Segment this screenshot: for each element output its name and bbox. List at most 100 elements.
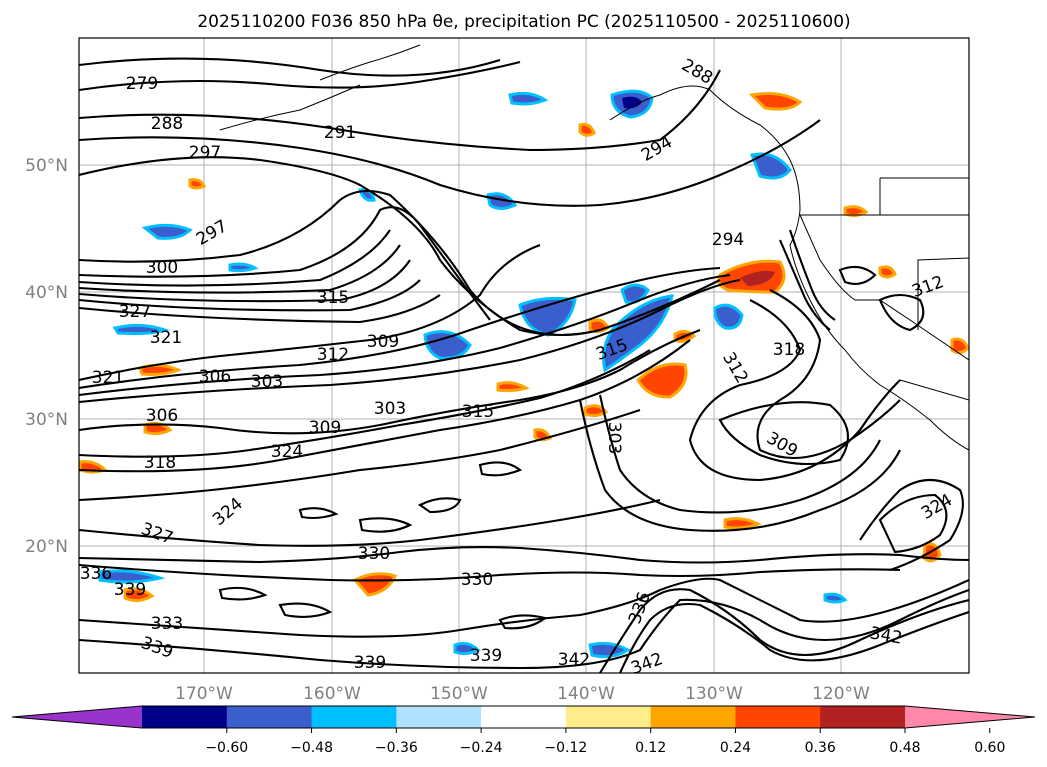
contour-label: 306 — [199, 367, 231, 387]
contour-label: 327 — [119, 302, 151, 322]
contour-label: 342 — [558, 650, 590, 670]
contour-label: 336 — [80, 564, 112, 584]
precip-negative-patch — [620, 283, 650, 304]
colorbar-segment — [820, 706, 906, 728]
contour-label: 330 — [358, 544, 390, 564]
precip-negative-patch — [622, 96, 642, 109]
map-panel — [78, 37, 970, 674]
colorbar-tick-label: 0.60 — [974, 740, 1005, 756]
contour-label: 333 — [151, 614, 183, 634]
contour-label: 303 — [251, 372, 283, 392]
contour-label: 279 — [126, 74, 158, 94]
contour-label: 321 — [92, 368, 124, 388]
colorbar-tick-label: −0.60 — [205, 740, 248, 756]
contour-label: 303 — [604, 422, 624, 454]
precip-negative-patch — [98, 569, 166, 584]
contour-label: 315 — [462, 402, 494, 422]
precipitation-shading — [79, 89, 969, 659]
precip-negative-patch — [823, 592, 848, 604]
theta-e-contours — [79, 57, 969, 673]
precip-negative-patch — [713, 303, 744, 330]
colorbar-segment — [481, 706, 567, 728]
colorbar-tick-label: 0.24 — [720, 740, 751, 756]
colorbar-segment — [650, 706, 736, 728]
lat-tick-label: 40°N — [25, 283, 68, 303]
precip-positive-patch — [636, 362, 688, 399]
colorbar-tick-label: −0.12 — [544, 740, 587, 756]
precip-negative-patch — [423, 330, 472, 360]
contour-label: 303 — [374, 399, 406, 419]
colorbar-segment — [565, 706, 652, 728]
contour-label: 312 — [317, 345, 349, 365]
lat-tick-label: 30°N — [25, 410, 68, 430]
precip-negative-patch — [228, 262, 259, 273]
contour-label: 318 — [773, 340, 805, 360]
precip-positive-patch — [723, 517, 762, 530]
lon-tick-label: 120°W — [812, 684, 870, 704]
precip-positive-patch — [578, 122, 596, 137]
colorbar-tick-label: −0.24 — [460, 740, 503, 756]
chart-title: 2025110200 F036 850 hPa θe, precipitatio… — [197, 12, 850, 32]
precip-negative-patch — [112, 323, 170, 336]
map-frame — [78, 37, 970, 674]
lon-tick-label: 150°W — [430, 684, 488, 704]
contour-label: 330 — [461, 570, 493, 590]
precip-positive-patch — [123, 587, 155, 603]
contour-label: 291 — [324, 123, 356, 143]
colorbar-extend-max — [905, 706, 1035, 728]
contour-label: 339 — [354, 653, 386, 673]
precip-positive-patch — [188, 178, 207, 190]
contour-label: 306 — [146, 406, 178, 426]
precip-negative-patch — [588, 641, 631, 659]
coastlines — [219, 44, 969, 451]
precip-negative-patch — [508, 91, 549, 106]
contour-label: 318 — [144, 453, 176, 473]
lat-tick-label: 50°N — [25, 156, 68, 176]
lat-tick-label: 20°N — [25, 537, 68, 557]
contour-label: 294 — [712, 230, 744, 250]
colorbar — [11, 705, 1036, 733]
colorbar-extend-min — [12, 706, 142, 728]
precip-positive-patch — [843, 205, 869, 218]
gridlines — [79, 38, 969, 673]
precip-negative-patch — [518, 296, 577, 337]
contour-label: 339 — [114, 580, 146, 600]
precip-negative-patch — [486, 192, 518, 210]
lon-tick-label: 140°W — [557, 684, 615, 704]
colorbar-tick-label: 0.36 — [805, 740, 836, 756]
precip-positive-patch — [583, 404, 609, 418]
contour-label: 288 — [151, 114, 183, 134]
colorbar-tick-label: 0.12 — [635, 740, 666, 756]
precip-negative-patch — [602, 294, 674, 373]
lon-tick-label: 160°W — [303, 684, 361, 704]
precip-positive-patch — [740, 270, 775, 286]
precip-positive-patch — [143, 421, 173, 436]
contour-label: 321 — [150, 328, 182, 348]
contour-label: 324 — [271, 442, 303, 462]
precip-positive-patch — [950, 337, 969, 355]
contour-label: 339 — [470, 646, 502, 666]
precip-negative-patch — [141, 223, 193, 240]
contour-label: 297 — [189, 143, 221, 163]
colorbar-segment — [142, 706, 228, 728]
contour-label: 300 — [146, 258, 178, 278]
contour-label: 309 — [367, 332, 399, 352]
colorbar-tick-label: −0.36 — [375, 740, 418, 756]
contour-label: 315 — [317, 288, 349, 308]
precip-positive-patch — [878, 265, 897, 279]
colorbar-segment — [226, 706, 313, 728]
contour-label: 309 — [309, 418, 341, 438]
colorbar-tick-labels: −0.60 −0.48 −0.36 −0.24 −0.12 0.12 0.24 … — [205, 740, 1005, 756]
lon-tick-label: 170°W — [175, 684, 233, 704]
colorbar-segment — [311, 706, 397, 728]
latitude-axis: 50°N 40°N 30°N 20°N — [25, 156, 68, 557]
colorbar-tick-label: 0.48 — [889, 740, 920, 756]
precip-positive-patch — [352, 572, 398, 597]
colorbar-segment — [735, 706, 821, 728]
colorbar-segment — [396, 706, 482, 728]
precip-negative-patch — [453, 641, 481, 656]
colorbar-tick-label: −0.48 — [290, 740, 333, 756]
lon-tick-label: 130°W — [685, 684, 743, 704]
precip-positive-patch — [496, 381, 530, 393]
